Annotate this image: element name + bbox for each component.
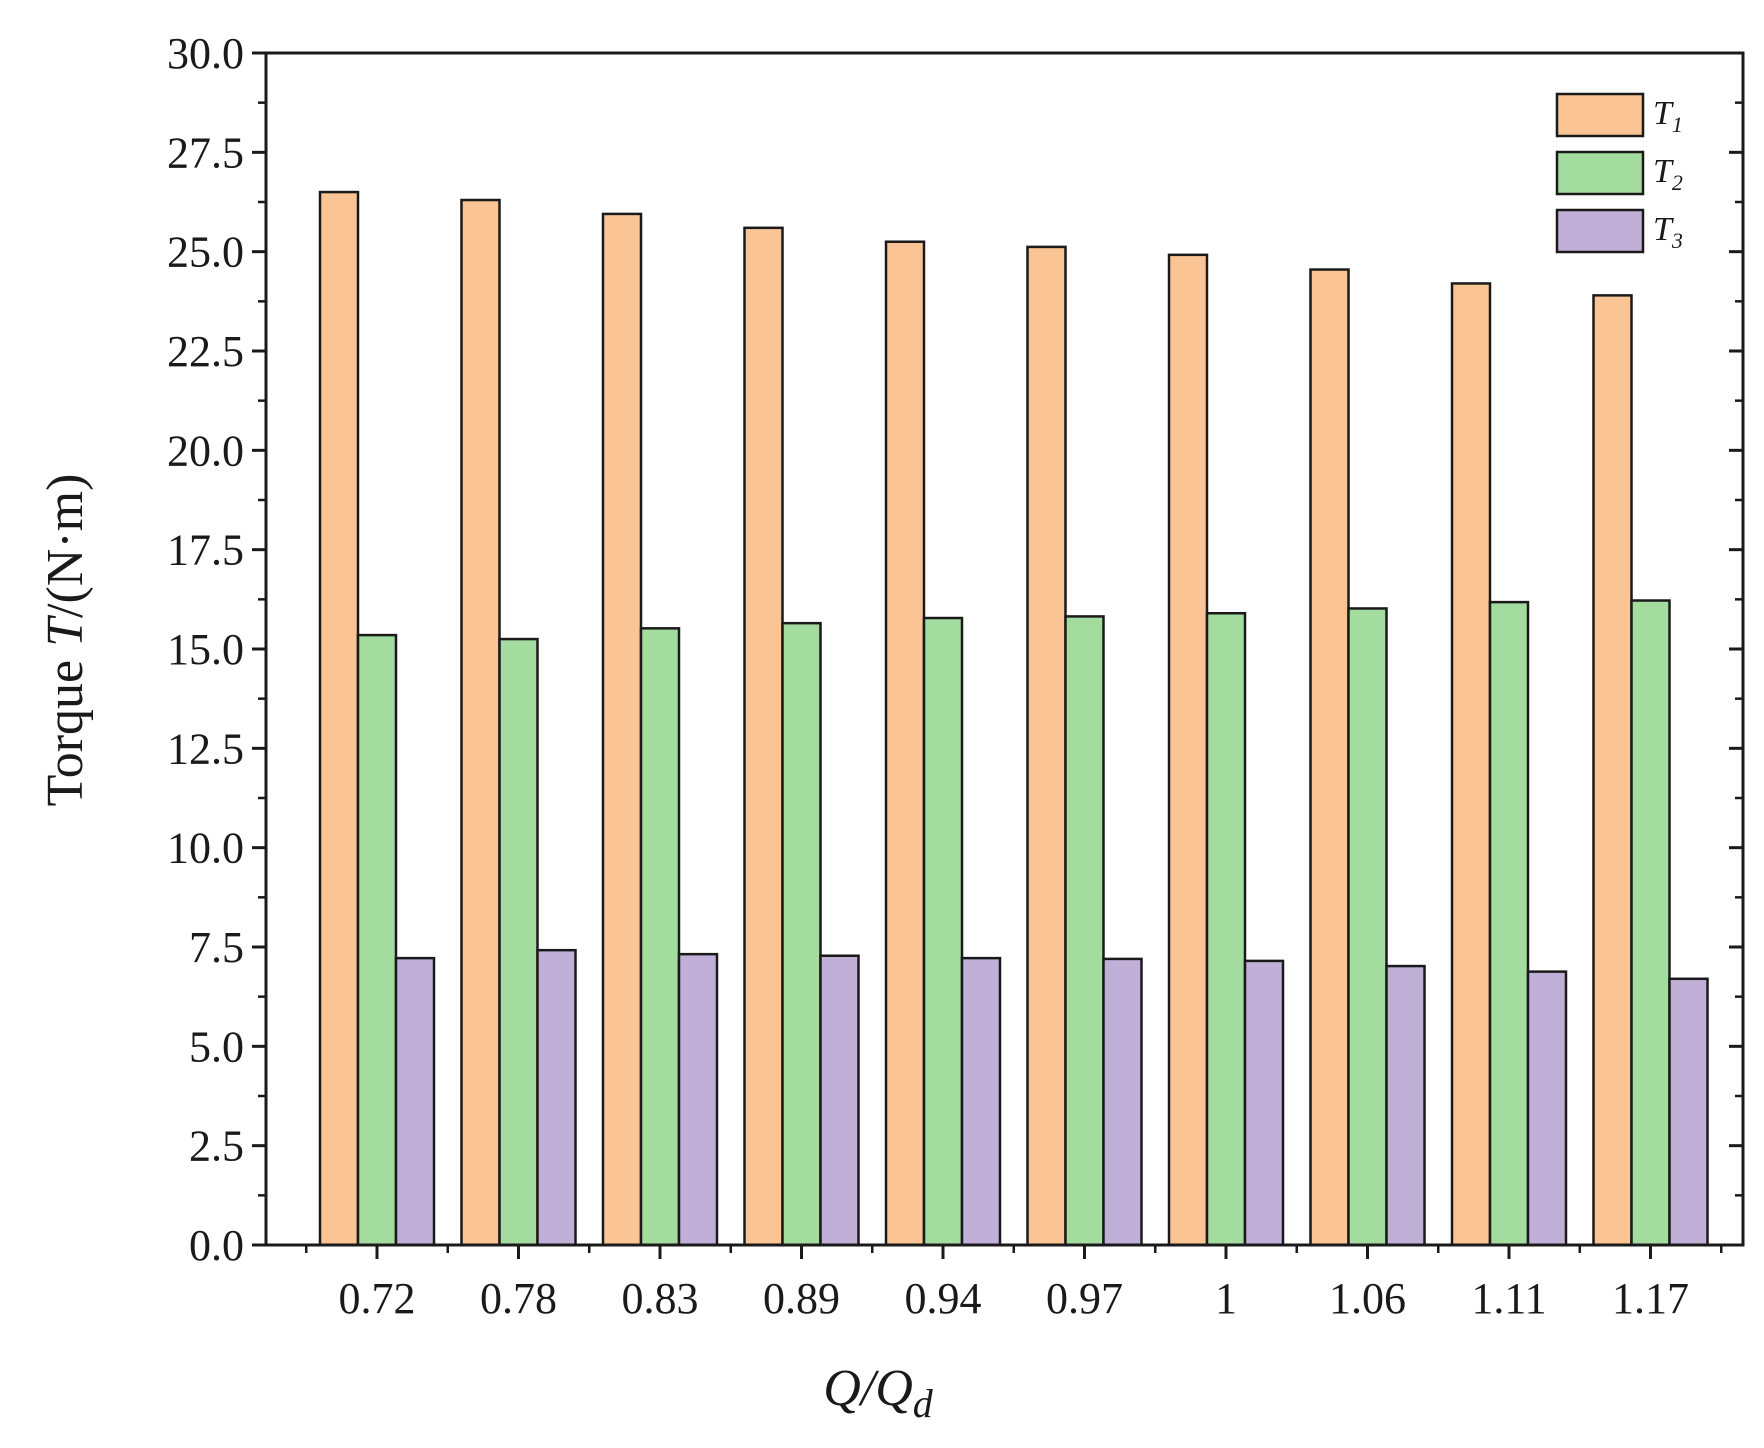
bar-t3-0_78 [536,948,577,1247]
legend-label-t3: T3 [1653,211,1683,253]
bar-t2-1 [1205,611,1247,1247]
y-tick-label: 20.0 [167,426,244,475]
y-tick-label: 22.5 [167,327,244,376]
legend-swatch-t2 [1555,150,1645,196]
bar-t1-0_78 [460,198,501,1247]
bar-t2-1_11 [1488,600,1530,1247]
bar-t1-1_06 [1309,268,1350,1247]
bar-t3-0_83 [677,952,719,1247]
y-tick-label: 0.0 [189,1221,244,1270]
bar-t3-0_89 [819,954,860,1247]
bar-t2-0_97 [1064,615,1105,1247]
y-tick-label: 30.0 [167,29,244,78]
bar-t1-1 [1167,253,1209,1247]
bar-t3-1_17 [1668,977,1709,1247]
y-tick-label: 12.5 [167,724,244,773]
bar-t2-1_06 [1347,607,1388,1247]
bars-layer [318,190,1709,1247]
x-tick-label: 1.17 [1612,1274,1689,1323]
y-tick-label: 15.0 [167,625,244,674]
x-tick-label: 1 [1215,1274,1237,1323]
bar-t1-0_89 [743,226,784,1247]
legend-label-t2: T2 [1653,153,1683,195]
x-tick-label: 0.94 [905,1274,982,1323]
legend-swatch-t3 [1555,208,1645,254]
x-axis: 0.72 0.78 0.83 0.89 0.94 0.97 1 1.06 1.11 1.17 [305,1245,1723,1323]
y-tick-label: 17.5 [167,526,244,575]
bar-t2-0_78 [498,637,539,1247]
bar-t2-0_89 [781,621,822,1247]
x-tick-label: 0.72 [339,1274,416,1323]
bar-t3-1_06 [1385,964,1426,1247]
legend: T1 T2 T3 [1555,92,1683,254]
y-axis: 0.0 2.5 5.0 7.5 10.0 12.5 15.0 17.5 20.0 22.5 25.0… [167,29,1743,1270]
x-tick-label: 1.11 [1471,1274,1546,1323]
legend-label-t1: T1 [1653,95,1683,137]
x-tick-label: 0.89 [763,1274,840,1323]
bar-t3-1 [1243,959,1285,1247]
y-tick-label: 25.0 [167,228,244,277]
y-tick-label: 2.5 [189,1122,244,1171]
bar-t1-0_94 [884,240,926,1247]
bar-t1-0_83 [601,212,643,1247]
bar-t2-1_17 [1630,599,1671,1247]
bar-t1-1_11 [1450,282,1492,1247]
y-tick-label: 5.0 [189,1022,244,1071]
bar-t3-0_97 [1102,957,1143,1247]
bar-t3-0_72 [394,956,436,1247]
x-tick-label: 0.78 [480,1274,557,1323]
bar-t2-0_94 [922,616,964,1247]
bar-t2-0_83 [639,627,681,1247]
x-tick-label: 1.06 [1329,1274,1406,1323]
y-tick-label: 7.5 [189,923,244,972]
bar-t3-1_11 [1526,970,1568,1247]
bar-t1-1_17 [1592,294,1633,1247]
bar-t1-0_97 [1026,245,1067,1247]
x-axis-title: Q/Qd [823,1360,934,1426]
x-tick-label: 0.83 [622,1274,699,1323]
bar-t2-0_72 [356,633,398,1247]
legend-swatch-t1 [1555,92,1645,138]
y-tick-label: 10.0 [167,824,244,873]
x-tick-label: 0.97 [1046,1274,1123,1323]
bar-t3-0_94 [960,956,1002,1247]
y-axis-title: Torque T/(N·m) [37,474,94,807]
y-tick-label: 27.5 [167,128,244,177]
bar-t1-0_72 [318,190,360,1247]
